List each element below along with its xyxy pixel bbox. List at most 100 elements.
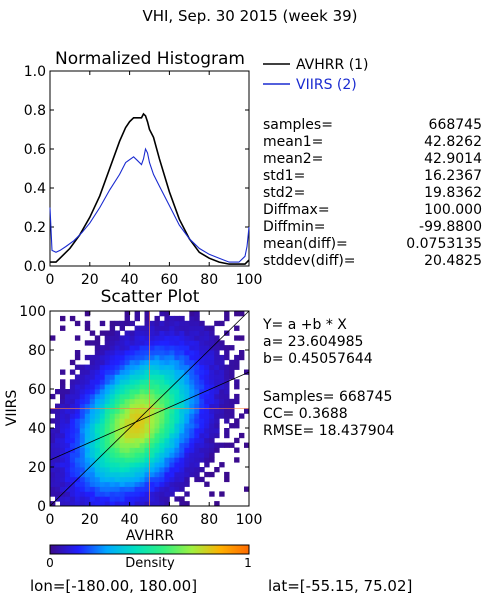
scatter-density-cell: [74, 467, 81, 473]
regression-rmse: RMSE= 18.437904: [263, 423, 395, 439]
scatter-density-cell: [224, 389, 230, 395]
scatter-density-cell: [164, 432, 170, 439]
scatter-density-cell: [209, 379, 215, 385]
histogram-title: Normalized Histogram: [55, 49, 245, 69]
scatter-density-cell: [84, 389, 91, 395]
stat-label: std1=: [263, 168, 305, 184]
scatter-density-cell: [64, 423, 71, 429]
scatter-density-cell: [224, 471, 230, 478]
scatter-density-cell: [119, 325, 125, 331]
scatter-density-cell: [224, 408, 230, 414]
scatter-density-cell: [214, 428, 220, 434]
scatter-density-cell: [69, 437, 76, 444]
scatter-density-cell: [74, 354, 81, 361]
scatter-density-cell: [104, 398, 111, 405]
scatter-density-cell: [184, 481, 190, 487]
scatter-density-cell: [104, 350, 111, 356]
scatter-density-cell: [60, 398, 66, 405]
scatter-density-cell: [159, 467, 165, 473]
scatter-density-cell: [244, 369, 250, 375]
scatter-density-cell: [139, 467, 145, 473]
scatter-density-cell: [169, 476, 175, 483]
scatter-density-cell: [219, 379, 225, 385]
scatter-density-cell: [199, 457, 205, 463]
scatter-density-cell: [209, 452, 215, 458]
scatter-density-cell: [174, 330, 180, 336]
scatter-density-cell: [169, 315, 175, 322]
scatter-density-cell: [164, 340, 170, 346]
scatter-density-cell: [109, 437, 116, 444]
scatter-density-cell: [169, 389, 175, 395]
scatter-density-cell: [149, 389, 155, 395]
scatter-density-cell: [189, 447, 195, 453]
scatter-density-cell: [204, 398, 210, 405]
scatter-density-cell: [134, 350, 140, 356]
scatter-density-cell: [74, 418, 81, 424]
scatter-density-cell: [144, 423, 150, 429]
scatter-density-cell: [109, 350, 116, 356]
scatter-density-cell: [99, 369, 106, 375]
scatter-density-cell: [64, 442, 71, 448]
scatter-density-cell: [104, 501, 111, 507]
scatter-y-axis-label: VIIRS: [4, 390, 20, 427]
scatter-density-cell: [124, 471, 130, 478]
scatter-y-tick-label: 100: [19, 304, 46, 320]
scatter-density-cell: [55, 452, 61, 458]
scatter-density-cell: [124, 481, 130, 487]
scatter-density-cell: [189, 393, 195, 400]
scatter-density-cell: [234, 423, 240, 429]
scatter-density-cell: [169, 457, 175, 463]
scatter-density-cell: [84, 403, 91, 409]
scatter-density-cell: [134, 403, 140, 409]
scatter-density-cell: [84, 428, 91, 434]
scatter-density-cell: [144, 428, 150, 434]
scatter-density-cell: [174, 325, 180, 331]
scatter-density-cell: [134, 486, 140, 492]
scatter-density-cell: [179, 369, 185, 375]
scatter-density-cell: [134, 413, 140, 419]
scatter-density-cell: [69, 379, 76, 385]
scatter-density-cell: [169, 423, 175, 429]
scatter-density-cell: [164, 350, 170, 356]
scatter-density-cell: [60, 486, 66, 492]
scatter-density-cell: [109, 398, 116, 405]
scatter-density-cell: [189, 437, 195, 444]
scatter-density-cell: [74, 481, 81, 487]
scatter-density-cell: [204, 457, 210, 463]
scatter-density-cell: [189, 320, 195, 327]
scatter-density-cell: [214, 320, 220, 327]
scatter-density-cell: [109, 486, 116, 492]
scatter-density-cell: [89, 364, 96, 370]
scatter-density-cell: [184, 340, 190, 346]
scatter-density-cell: [69, 423, 76, 429]
scatter-density-cell: [154, 471, 160, 478]
scatter-density-cell: [104, 335, 111, 341]
scatter-density-cell: [184, 408, 190, 414]
scatter-density-cell: [114, 428, 121, 434]
scatter-density-cell: [129, 481, 135, 487]
scatter-density-cell: [104, 369, 111, 375]
scatter-density-cell: [154, 496, 160, 502]
scatter-density-cell: [219, 413, 225, 419]
scatter-density-cell: [159, 350, 165, 356]
scatter-density-cell: [139, 471, 145, 478]
scatter-density-cell: [124, 413, 130, 419]
scatter-density-cell: [174, 437, 180, 444]
scatter-density-cell: [169, 486, 175, 492]
scatter-density-cell: [50, 486, 56, 492]
scatter-density-cell: [224, 345, 230, 351]
scatter-density-cell: [174, 428, 180, 434]
scatter-density-cell: [224, 442, 230, 448]
scatter-density-cell: [184, 437, 190, 444]
scatter-density-cell: [114, 369, 121, 375]
scatter-density-cell: [64, 471, 71, 478]
scatter-density-cell: [149, 413, 155, 419]
scatter-x-tick-label: 0: [46, 512, 55, 528]
scatter-density-cell: [129, 476, 135, 483]
scatter-density-cell: [139, 437, 145, 444]
scatter-density-cell: [194, 350, 200, 356]
scatter-density-cell: [64, 432, 71, 439]
scatter-density-cell: [50, 335, 56, 341]
scatter-density-cell: [144, 457, 150, 463]
scatter-density-cell: [139, 486, 145, 492]
